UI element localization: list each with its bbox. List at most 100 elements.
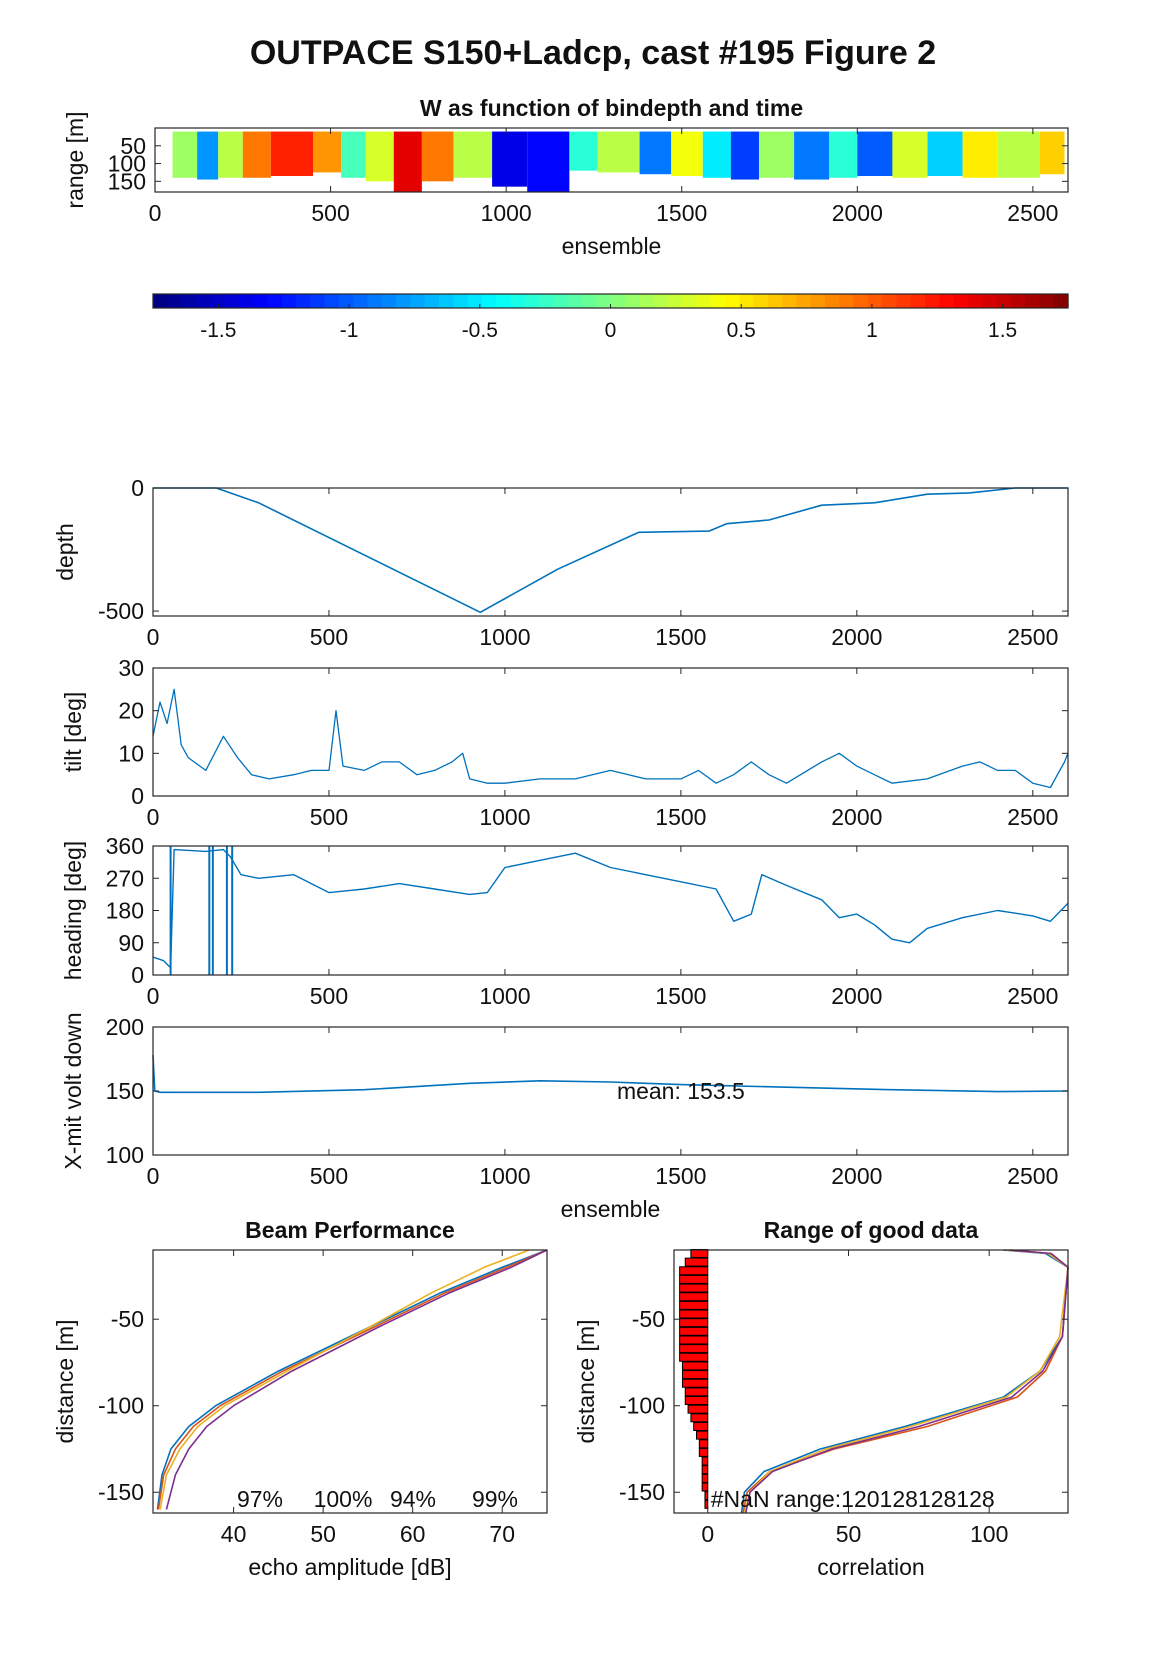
colorbar-tick-label: 1.5 [988,319,1017,342]
beam-series-line-1 [156,1249,548,1510]
w-image-cell [597,131,640,173]
w-image-cell [997,131,1040,178]
tilt-ylabel: tilt [deg] [60,692,86,773]
colorbar-swatch [824,294,840,308]
range_good_data-xtick-label: 50 [836,1521,862,1547]
colorbar-swatch [939,294,955,308]
heading-ytick-label: 360 [106,833,144,859]
tilt-ytick-label: 0 [131,783,144,809]
depth-axes-box [152,487,1069,617]
colorbar-swatch [453,294,469,308]
beam_performance-xtick-label: 60 [400,1521,426,1547]
w-image-cell [671,131,703,176]
range_good_data-title: Range of good data [764,1217,979,1243]
colorbar-swatch [596,294,612,308]
w-image-cell [730,131,759,180]
w_image-xlabel: ensemble [562,233,662,259]
xmit_volt-series-line [152,1055,1069,1094]
xmit_volt-ytick-label: 150 [106,1078,144,1104]
colorbar-swatch [210,294,226,308]
colorbar-swatch [353,294,369,308]
w-image-cell [313,131,342,173]
heading-ytick-label: 270 [106,865,144,891]
xmit_volt-ytick-label: 200 [106,1014,144,1040]
colorbar-tick-label: 0.5 [727,319,756,342]
good-data-bar [681,1378,709,1388]
colorbar-swatch [767,294,783,308]
depth-xtick-label: 500 [310,624,348,650]
tilt-ytick-label: 10 [118,740,144,766]
colorbar-swatch [925,294,940,308]
good-data-bar [679,1309,709,1319]
good-data-bar [696,1430,709,1440]
xmit_volt-ytick-label: 100 [106,1142,144,1168]
heading-ylabel: heading [deg] [60,841,86,980]
correlation-series-line-2 [742,1249,1069,1514]
colorbar-swatch [324,294,340,308]
w-image-cell [857,131,893,176]
colorbar-swatch [696,294,712,308]
colorbar-tick-label: 0 [605,319,617,342]
w-image-cell [218,131,243,178]
beam-percent-label: 100% [314,1486,373,1512]
colorbar-swatch [524,294,540,308]
good-data-bar [681,1370,709,1380]
good-data-bar [679,1300,709,1310]
tilt-xtick-label: 2000 [831,804,882,830]
w-image-cell [927,131,963,176]
w-image-cell [453,131,493,178]
w_image-axes-box [154,127,1069,193]
depth-xtick-label: 1000 [479,624,530,650]
w-image-cell [393,131,422,192]
good-data-bar [679,1274,709,1284]
heading-axes-box [152,845,1069,976]
colorbar-swatch [496,294,512,308]
colorbar-swatch [381,294,397,308]
w_image-ylabel: range [m] [62,111,88,208]
colorbar-swatch [310,294,326,308]
nan-range-annotation: #NaN range:120128128128 [711,1486,995,1512]
colorbar-swatch [367,294,383,308]
colorbar-swatch [782,294,797,308]
beam-series-line-3 [159,1249,530,1510]
beam-series-line-4 [165,1249,548,1510]
colorbar-swatch [238,294,254,308]
colorbar-swatch [810,294,826,308]
colorbar-swatch [739,294,755,308]
tilt-series-line [152,688,1069,789]
w_image-xtick-label: 1000 [481,200,532,226]
good-data-bar [704,1491,709,1501]
good-data-bar [693,1422,709,1431]
xmit_volt-annotation: mean: 153.5 [617,1078,745,1104]
colorbar-swatch [710,294,726,308]
good-data-bar [684,1257,709,1267]
beam_performance-title: Beam Performance [245,1217,455,1243]
beam_performance-xlabel: echo amplitude [dB] [248,1554,451,1580]
colorbar-swatch [153,294,168,308]
beam_performance-axes-box [152,1249,548,1514]
colorbar-swatch [410,294,426,308]
range_good_data-ylabel: distance [m] [573,1320,599,1444]
colorbar-tick-label: -0.5 [462,319,498,342]
xmit_volt-xtick-label: 0 [147,1163,160,1189]
w-image-cell [702,131,731,178]
colorbar-swatch [1010,294,1026,308]
colorbar-swatch [295,294,311,308]
beam-percent-label: 99% [472,1486,518,1512]
beam_performance-xtick-label: 50 [310,1521,336,1547]
w-image-cell [829,131,858,178]
colorbar-swatch [753,294,769,308]
good-data-bar [701,1473,709,1483]
w-image-cell [421,131,454,182]
colorbar-swatch [338,294,354,308]
good-data-bar [684,1387,709,1397]
beam_performance-xtick-label: 70 [489,1521,515,1547]
w-image-cell [492,131,528,187]
good-data-bar [690,1413,709,1423]
depth-ytick-label: -500 [98,598,144,624]
w_image-title: W as function of bindepth and time [420,95,803,121]
xmit_volt-xtick-label: 1000 [479,1163,530,1189]
colorbar-swatch [281,294,297,308]
colorbar-swatch [481,294,497,308]
colorbar-swatch [581,294,597,308]
